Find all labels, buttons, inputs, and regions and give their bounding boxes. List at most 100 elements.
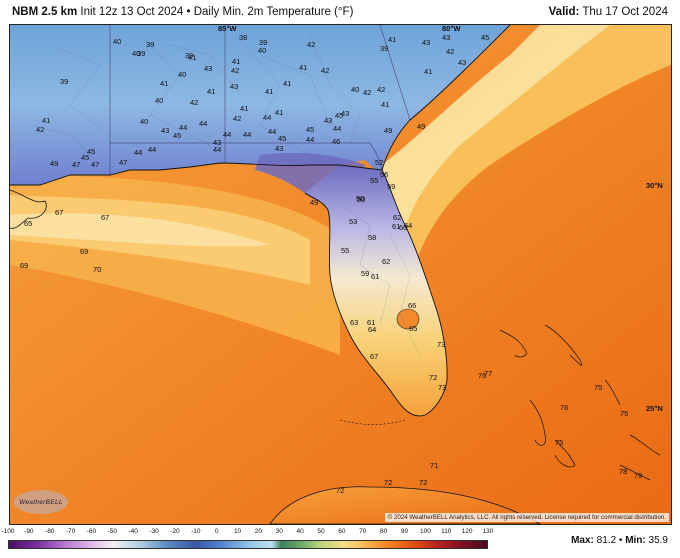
temperature-value-label: 45 [278, 134, 286, 143]
temperature-value-label: 42 [36, 125, 44, 134]
temperature-value-label: 42 [377, 85, 385, 94]
scale-tick-label: 60 [338, 528, 346, 535]
temperature-value-label: 44 [263, 113, 271, 122]
temperature-value-label: 44 [223, 130, 231, 139]
temperature-value-label: 67 [55, 208, 63, 217]
temperature-value-label: 42 [446, 47, 454, 56]
temperature-value-label: 62 [382, 257, 390, 266]
scale-tick-label: 130 [482, 528, 494, 535]
florida-peninsula [305, 165, 448, 416]
temperature-value-label: 39 [259, 38, 267, 47]
temperature-value-label: 40 [140, 117, 148, 126]
valid-time: Valid: Thu 17 Oct 2024 [549, 6, 680, 18]
land-southeast-us [10, 25, 510, 185]
temperature-value-label: 40 [178, 70, 186, 79]
atlantic-mild-band [380, 25, 671, 285]
scale-tick-label: 120 [461, 528, 473, 535]
max-min-readout: Max: 81.2 • Min: 35.9 [571, 535, 668, 546]
copyright-notice: © 2024 WeatherBELL Analytics, LLC. All r… [384, 513, 669, 522]
temperature-value-label: 56 [380, 170, 388, 179]
temperature-value-label: 49 [417, 122, 425, 131]
temperature-value-label: 66 [408, 301, 416, 310]
temperature-value-label: 44 [333, 124, 341, 133]
temperature-value-label: 53 [349, 217, 357, 226]
temperature-value-label: 49 [384, 126, 392, 135]
temperature-value-label: 64 [368, 325, 376, 334]
temperature-value-label: 62 [393, 213, 401, 222]
temperature-value-label: 59 [387, 182, 395, 191]
product-description: Init 12z 13 Oct 2024 • Daily Min. 2m Tem… [80, 6, 354, 18]
temperature-value-label: 44 [148, 145, 156, 154]
temperature-value-label: 72 [419, 478, 427, 487]
temperature-value-label: 43 [341, 109, 349, 118]
temperature-value-label: 40 [155, 96, 163, 105]
temperature-value-label: 41 [299, 63, 307, 72]
temperature-value-label: 61 [371, 272, 379, 281]
temperature-value-label: 43 [213, 138, 221, 147]
temperature-value-label: 52 [375, 158, 383, 167]
scale-tick-label: -80 [45, 528, 55, 535]
temperature-value-label: 45 [335, 111, 343, 120]
scale-tick-label: 70 [359, 528, 367, 535]
temperature-value-label: 45 [81, 153, 89, 162]
temperature-value-label: 39 [137, 49, 145, 58]
temperature-value-label: 58 [368, 233, 376, 242]
scale-tick-label: -100 [1, 528, 15, 535]
scale-ticks: -100 -90 -80 -70 -60 -50 -40 -30 -20 -10 0 10 20 30 40… [1, 528, 493, 538]
temperature-value-label: 47 [72, 160, 80, 169]
temperature-value-label: 45 [306, 125, 314, 134]
state-borders [109, 25, 411, 175]
scale-tick-label: -90 [24, 528, 34, 535]
temperature-value-label: 44 [199, 119, 207, 128]
atlantic-coastal-band [382, 25, 610, 245]
temperature-value-label: 42 [231, 66, 239, 75]
temperature-value-label: 72 [429, 373, 437, 382]
temperature-value-label: 49 [50, 159, 58, 168]
temperature-value-label: 75 [555, 438, 563, 447]
temperature-value-label: 43 [161, 126, 169, 135]
scale-tick-label: -40 [128, 528, 138, 535]
temperature-value-label: 43 [442, 33, 450, 42]
temperature-value-label: 67 [370, 352, 378, 361]
colorbar [8, 540, 488, 549]
temperature-value-label: 42 [190, 98, 198, 107]
temperature-value-label: 45 [87, 147, 95, 156]
temperature-value-label: 47 [91, 160, 99, 169]
lon-80-label: 80°W [442, 25, 461, 33]
min-label: Min: [625, 535, 646, 546]
scale-tick-label: -10 [191, 528, 201, 535]
temperature-value-label: 41 [265, 87, 273, 96]
temperature-value-label: 44 [213, 145, 221, 154]
lon-85-label: 85°W [218, 25, 237, 33]
temperature-value-label: 45 [481, 33, 489, 42]
temperature-value-label: 75 [620, 409, 628, 418]
scale-tick-label: 80 [380, 528, 388, 535]
temperature-value-label: 39 [146, 40, 154, 49]
temperature-value-label: 44 [268, 127, 276, 136]
temperature-value-label: 71 [430, 461, 438, 470]
scale-tick-label: 30 [275, 528, 283, 535]
coastline [10, 162, 448, 417]
valid-value: Thu 17 Oct 2024 [582, 6, 668, 18]
scale-tick-label: -30 [149, 528, 159, 535]
temperature-value-label: 59 [361, 269, 369, 278]
louisiana-coastline [10, 189, 47, 229]
temperature-value-label: 79 [634, 471, 642, 480]
temperature-value-label: 42 [233, 114, 241, 123]
lake-okeechobee [396, 308, 420, 330]
max-value: 81.2 [596, 535, 617, 546]
temperature-value-label: 41 [232, 57, 240, 66]
temperature-value-label: 69 [20, 261, 28, 270]
max-label: Max: [571, 535, 594, 546]
temperature-value-label: 41 [283, 79, 291, 88]
temperature-value-label: 64 [404, 221, 412, 230]
temperature-value-label: 50 [356, 194, 364, 203]
temperature-value-label: 78 [619, 467, 627, 476]
temperature-value-label: 55 [370, 176, 378, 185]
temperature-value-label: 41 [240, 104, 248, 113]
temperature-value-label: 42 [321, 66, 329, 75]
temperature-value-label: 43 [275, 144, 283, 153]
scale-tick-label: 50 [317, 528, 325, 535]
temperature-value-label: 60 [399, 223, 407, 232]
temperature-value-label: 63 [350, 318, 358, 327]
